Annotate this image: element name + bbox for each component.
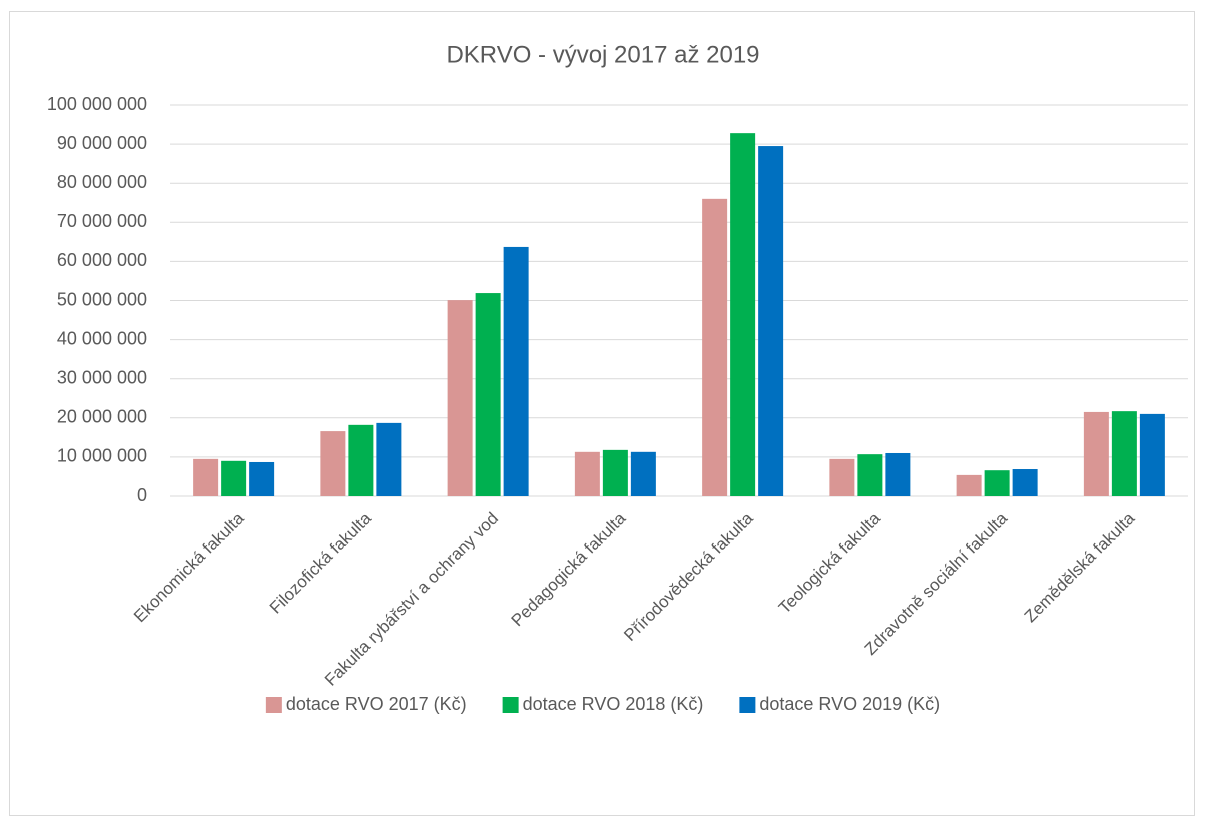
bar (702, 198, 728, 496)
y-tick-label: 80 000 000 (57, 172, 147, 192)
bar (574, 451, 600, 496)
bar (956, 474, 982, 496)
bar (1012, 469, 1038, 496)
y-tick-label: 10 000 000 (57, 446, 147, 466)
legend-swatch (502, 697, 519, 713)
bar (829, 458, 855, 496)
bar (503, 246, 529, 496)
bar (249, 461, 275, 496)
bar (348, 424, 374, 496)
chart-border (9, 11, 1195, 816)
y-tick-label: 40 000 000 (57, 328, 147, 348)
legend-swatch (739, 697, 756, 713)
bar (1139, 413, 1165, 496)
bar (984, 470, 1010, 496)
bar (602, 449, 628, 496)
bar (630, 451, 656, 496)
y-tick-label: 100 000 000 (47, 94, 147, 114)
y-tick-label: 70 000 000 (57, 211, 147, 231)
bar (885, 452, 911, 496)
bar (730, 133, 756, 497)
y-tick-label: 0 (137, 485, 147, 505)
legend-label: dotace RVO 2018 (Kč) (523, 694, 704, 714)
bar (376, 422, 402, 496)
y-tick-label: 90 000 000 (57, 133, 147, 153)
y-tick-label: 50 000 000 (57, 289, 147, 309)
bar (193, 458, 219, 496)
legend-swatch (265, 697, 282, 713)
chart-title: DKRVO - vývoj 2017 až 2019 (446, 41, 759, 68)
bar (1083, 411, 1109, 496)
y-tick-label: 20 000 000 (57, 407, 147, 427)
bar (320, 431, 346, 496)
bar (1111, 411, 1137, 496)
bar (758, 146, 784, 496)
bar (857, 454, 883, 496)
bar (221, 460, 247, 496)
y-tick-label: 60 000 000 (57, 250, 147, 270)
legend-label: dotace RVO 2019 (Kč) (759, 694, 940, 714)
bar (475, 293, 501, 496)
y-tick-label: 30 000 000 (57, 367, 147, 387)
legend-label: dotace RVO 2017 (Kč) (286, 694, 467, 714)
bar (447, 300, 473, 496)
